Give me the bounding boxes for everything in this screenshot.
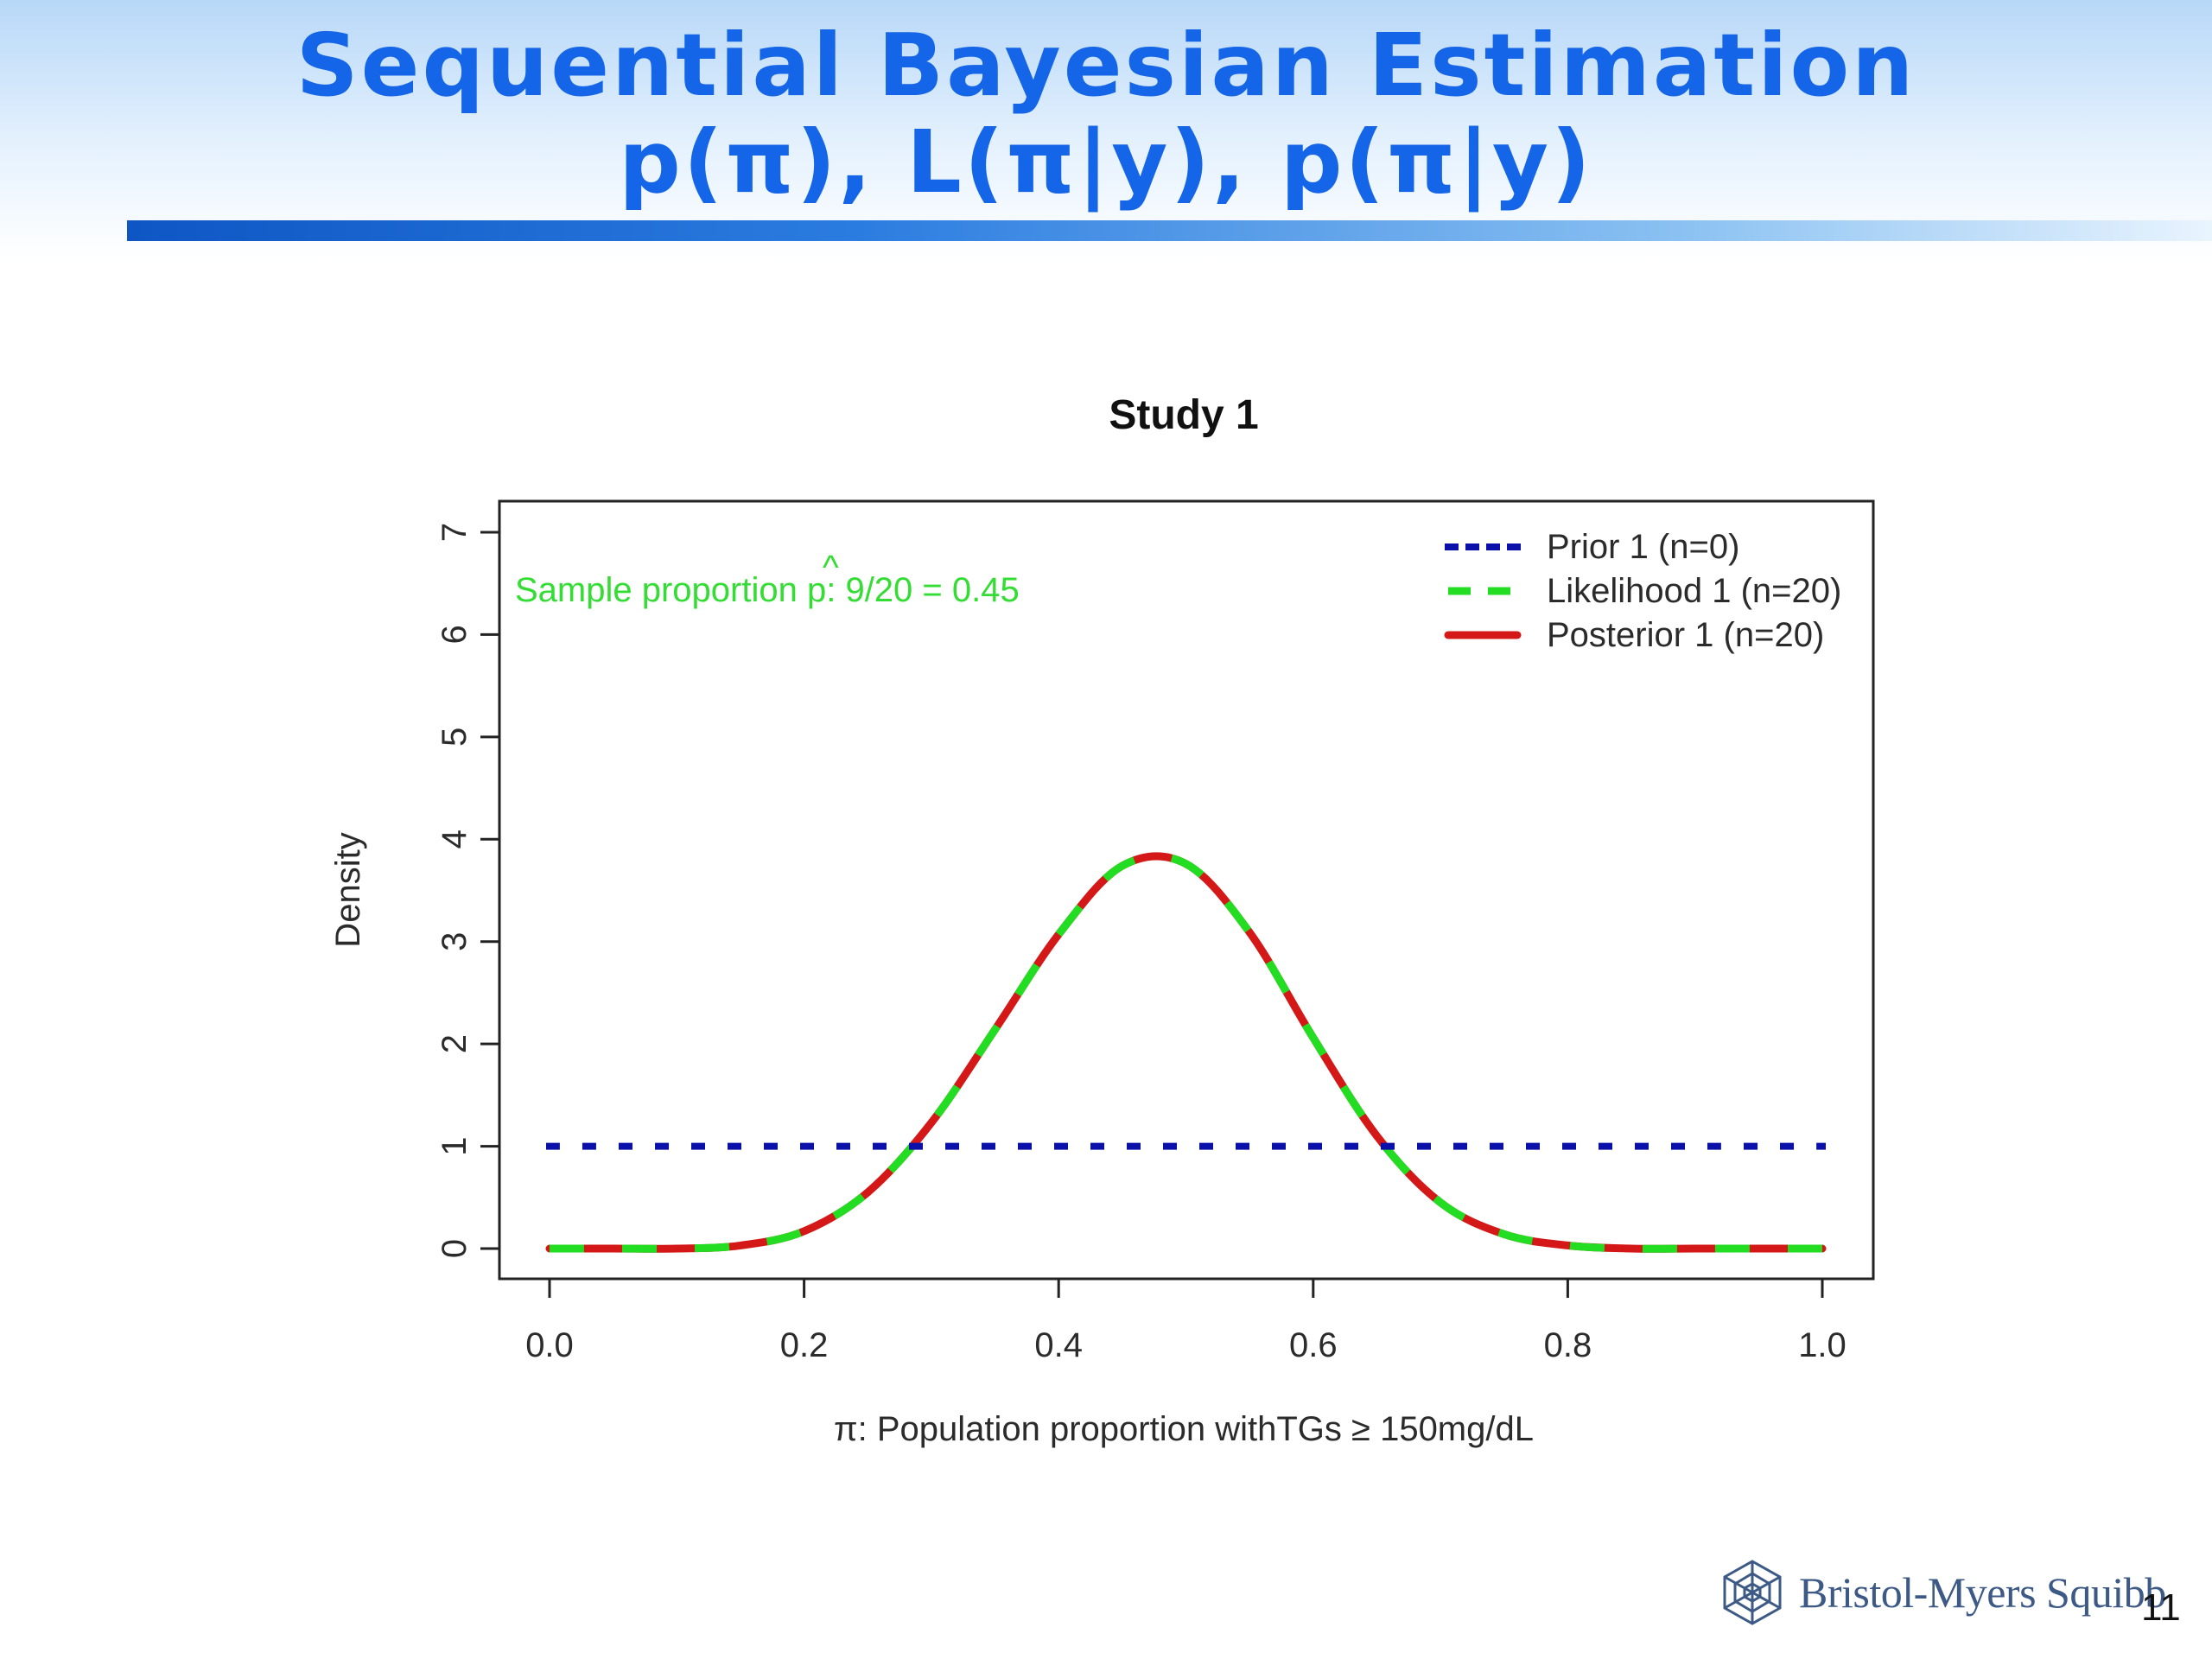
y-tick-label: 0 — [435, 1239, 474, 1258]
sample-proportion-annotation: Sample proportion p: 9/20 = 0.45 ^ — [515, 549, 1020, 609]
slide-title-line-2: p(π), L(π|y), p(π|y) — [619, 111, 1593, 213]
x-tick-label: 0.6 — [1289, 1326, 1338, 1364]
y-tick-label: 6 — [435, 625, 474, 644]
slide-title: Sequential Bayesian Estimation p(π), L(π… — [0, 17, 2212, 211]
x-tick-label: 0.2 — [780, 1326, 829, 1364]
title-underline-bar — [127, 220, 2212, 241]
page-number: 11 — [2141, 1586, 2181, 1629]
series-line-posterior — [545, 852, 1827, 1253]
chart-title: Study 1 — [1109, 392, 1258, 438]
x-axis-title: π: Population proportion withTGs ≥ 150mg… — [834, 1410, 1534, 1448]
y-axis-title: Density — [329, 832, 367, 947]
x-tick-label: 0.8 — [1544, 1326, 1592, 1364]
logo-wordmark: Bristol-Myers Squibb — [1799, 1568, 2166, 1617]
series-layer — [545, 852, 1827, 1253]
x-tick-label: 0.4 — [1034, 1326, 1083, 1364]
legend-label: Prior 1 (n=0) — [1547, 528, 1739, 566]
header-background — [0, 0, 2212, 259]
annotation-p-hat: p — [807, 571, 826, 609]
series-line-likelihood — [550, 852, 1822, 1253]
y-tick-label: 2 — [435, 1034, 474, 1053]
bms-starburst-icon — [1723, 1560, 1782, 1625]
y-tick-label: 1 — [435, 1136, 474, 1155]
y-tick-label: 4 — [435, 830, 474, 849]
y-tick-label: 3 — [435, 932, 474, 951]
plot-frame — [498, 499, 1875, 1281]
svg-text:Sample proportion p: 9/20 = 0.: Sample proportion p: 9/20 = 0.45 — [515, 571, 1020, 609]
annotation-hat-mark: ^ — [823, 549, 839, 587]
legend-label: Likelihood 1 (n=20) — [1547, 572, 1841, 610]
y-tick-label: 5 — [435, 728, 474, 747]
legend-label: Posterior 1 (n=20) — [1547, 616, 1824, 654]
x-tick-label: 0.0 — [525, 1326, 574, 1364]
annotation-text-before: Sample proportion — [515, 571, 807, 609]
annotation-text-after: : 9/20 = 0.45 — [826, 571, 1020, 609]
y-axis: 0 1 2 3 4 5 6 7 — [435, 523, 499, 1258]
x-tick-label: 1.0 — [1798, 1326, 1847, 1364]
slide-title-line-1: Sequential Bayesian Estimation — [296, 15, 1916, 116]
y-tick-label: 7 — [435, 523, 474, 542]
chart-legend: Prior 1 (n=0) Likelihood 1 (n=20) Posterio… — [1444, 528, 1841, 654]
company-logo: Bristol-Myers Squibb — [1718, 1555, 2166, 1630]
x-axis: 0.0 0.2 0.4 0.6 0.8 1.0 — [525, 1279, 1847, 1364]
